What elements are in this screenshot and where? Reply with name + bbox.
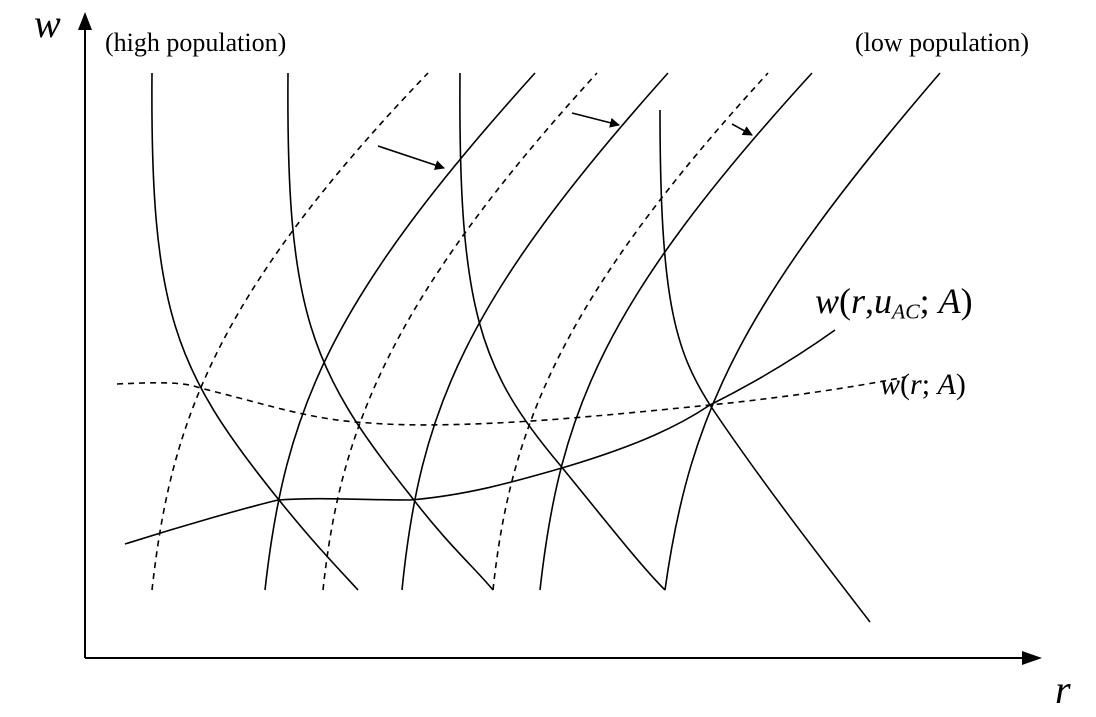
shift-arrow-2 [571,112,620,128]
wage-curve-arg-u-sub: AC [892,299,920,324]
solid-upward-curves [264,72,941,591]
wage-curve-arg-a: A [938,281,961,321]
dashed-upward-curves [151,72,769,591]
shift-arrow-3 [731,123,753,136]
shift-arrows [377,112,753,170]
shift-arrow-1 [377,145,445,170]
low-population-note: (low population) [855,28,1030,57]
wage-curve [124,329,836,545]
optimal-wage-curve [116,376,906,426]
optimal-wage-curve-fn: w [880,368,901,401]
optimal-wage-curve-arg-r: r [910,368,922,401]
solid-downward-curve-4 [659,109,871,623]
wage-curve-fn: w [815,281,840,321]
solid-downward-curves [151,72,871,623]
x-axis-label: r [1055,667,1071,712]
solid-downward-curve-3 [459,72,666,591]
wage-curve-arg-u: u [874,281,893,321]
dashed-upward-curve-2 [322,72,598,591]
solid-upward-curve-4 [664,72,941,591]
wage-curve-label: w(r,uAC; A) [815,281,973,324]
optimal-wage-curve-label: w(r; A) [880,368,966,401]
axes [78,12,1042,665]
solid-downward-curve-1 [151,72,359,591]
solid-upward-curve-2 [401,72,669,591]
y-axis-arrowhead [78,12,92,30]
optimal-wage-curve-arg-a: A [937,368,956,401]
solid-upward-curve-1 [264,72,536,591]
wage-curve-arg-r: r [851,281,866,321]
x-axis-arrowhead [1022,651,1042,665]
solid-upward-curve-3 [539,72,813,591]
dashed-upward-curve-1 [151,72,429,591]
y-axis-label: w [34,1,61,46]
solid-downward-curve-2 [287,72,494,591]
dashed-upward-curve-3 [492,72,769,591]
high-population-note: (high population) [105,28,287,57]
